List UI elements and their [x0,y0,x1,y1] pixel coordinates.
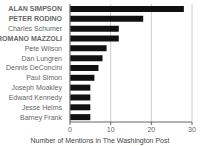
svg-text:30: 30 [188,126,192,133]
svg-text:0: 0 [68,126,72,133]
svg-text:Pete Wilson: Pete Wilson [25,45,62,52]
svg-text:20: 20 [147,126,155,133]
svg-text:Dennis DeConcini: Dennis DeConcini [8,64,62,71]
svg-text:Edward Kennedy: Edward Kennedy [9,94,63,102]
svg-text:Paul Simon: Paul Simon [26,74,62,81]
svg-text:ROMANO MAZZOLI: ROMANO MAZZOLI [8,35,62,42]
svg-text:PETER RODINO: PETER RODINO [9,15,63,22]
svg-text:Barney Frank: Barney Frank [20,114,63,122]
svg-text:Jesse Helms: Jesse Helms [22,104,63,111]
svg-text:Dan Lungren: Dan Lungren [22,55,63,63]
svg-text:ALAN SIMPSON: ALAN SIMPSON [8,5,62,12]
html-text:Number of Mentions in The Wash: Number of Mentions in The Washington Pos… [30,137,170,144]
svg-text:Joseph Moakley: Joseph Moakley [11,84,62,92]
svg-text:10: 10 [107,126,115,133]
svg-text:Charles Schumer: Charles Schumer [8,25,63,32]
